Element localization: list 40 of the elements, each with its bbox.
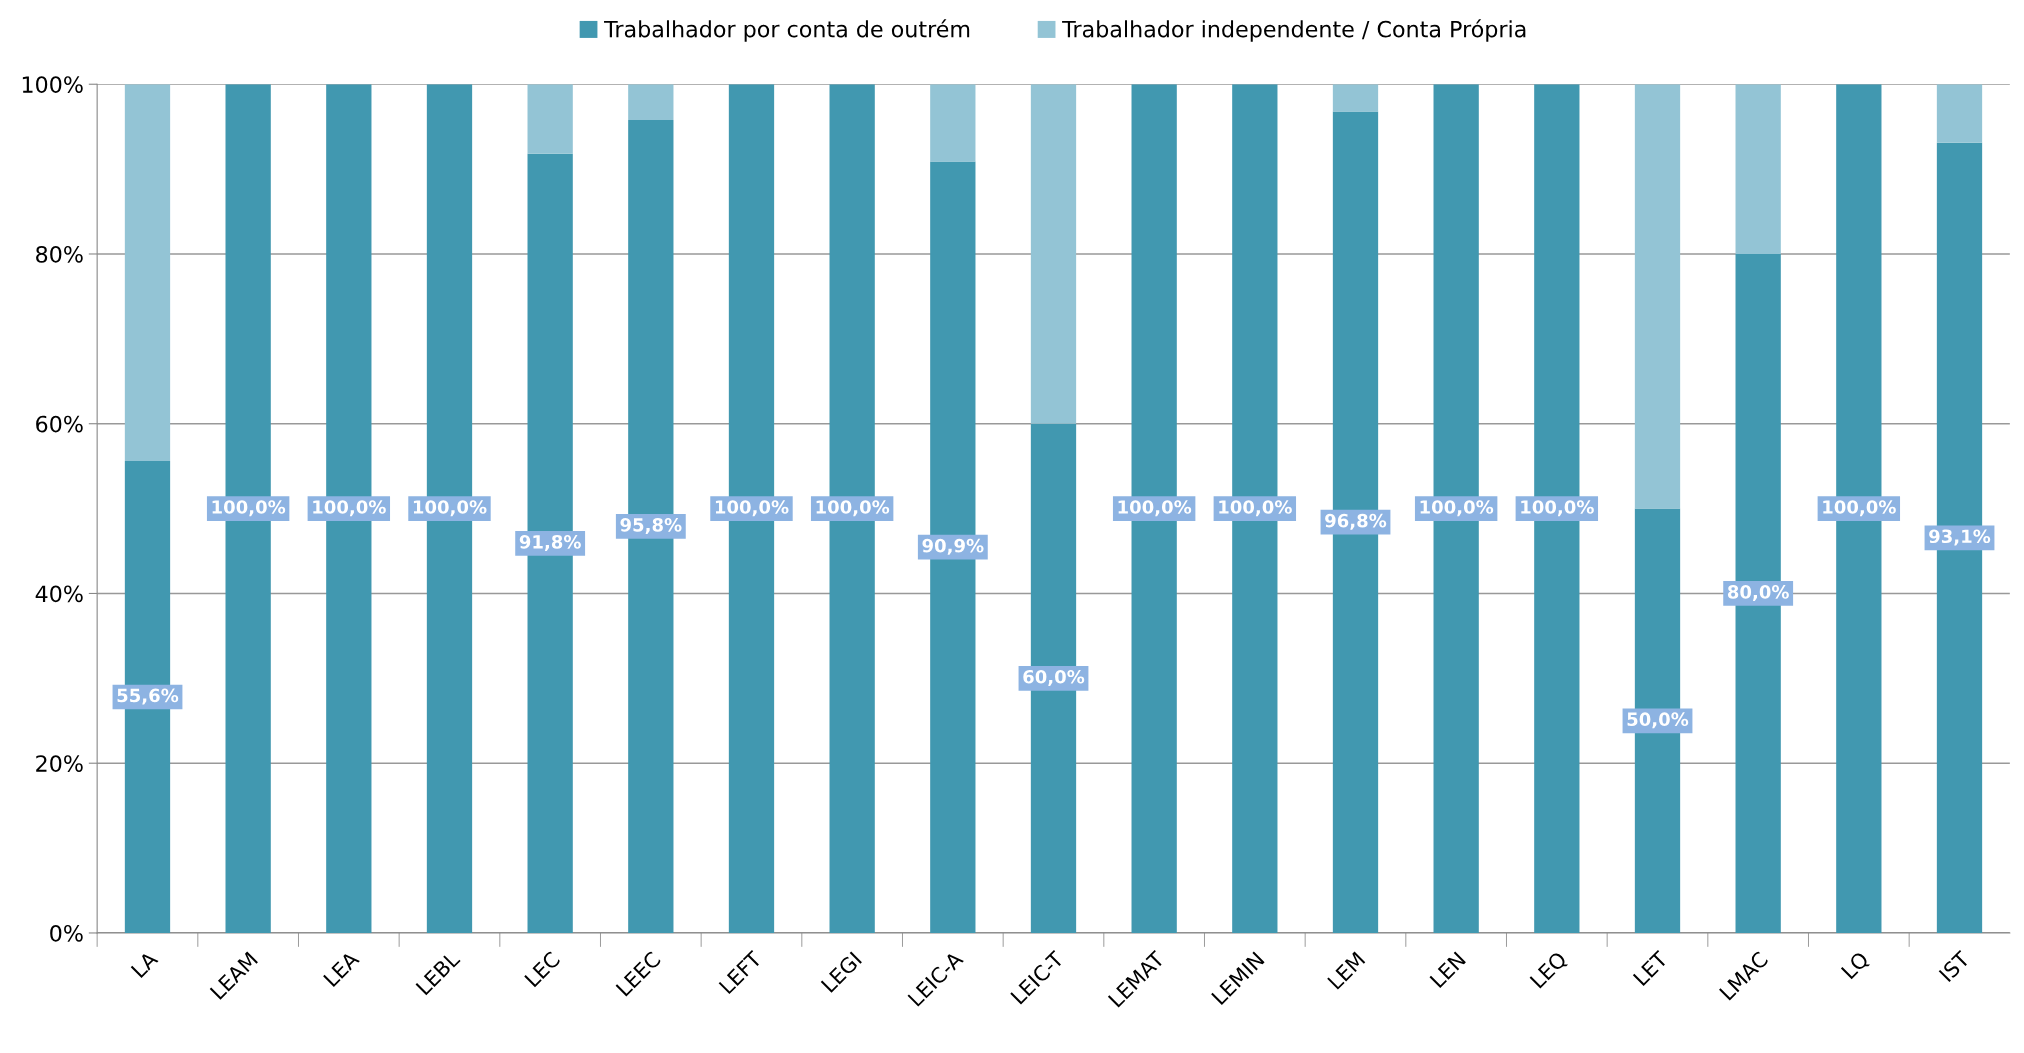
data-label: 100,0%	[212, 500, 286, 517]
y-tick-label: 0%	[50, 924, 83, 942]
data-label: 93,1%	[1929, 529, 1991, 546]
y-tick-label: 20%	[36, 755, 83, 772]
bar	[124, 84, 171, 462]
x-tick-label: LEA	[323, 950, 360, 987]
y-tick-label: 40%	[35, 585, 83, 603]
y-tick-label: 60%	[36, 415, 83, 433]
bar	[930, 84, 976, 162]
data-label: 95,8%	[620, 518, 682, 534]
data-label: 91,8%	[519, 534, 581, 551]
data-label: 100,0%	[1521, 500, 1594, 517]
legend-label: Trabalhador por conta de outrém	[604, 19, 970, 42]
bar	[1332, 84, 1379, 112]
x-tick-label: LA	[130, 950, 159, 978]
legend-label: Trabalhador independente / Conta Própria	[1062, 19, 1526, 42]
data-label: 100,0%	[715, 500, 789, 517]
data-label: 55,6%	[117, 688, 179, 705]
bar	[527, 84, 573, 154]
data-label: 100,0%	[1219, 500, 1292, 517]
data-label: 100,0%	[313, 500, 386, 517]
x-tick-label: LQ	[1840, 950, 1872, 982]
data-label: 60,0%	[1023, 669, 1085, 686]
data-label: 100,0%	[1118, 500, 1192, 517]
y-tick-label: 80%	[36, 245, 83, 263]
x-tick-label: IST	[1938, 949, 1971, 983]
data-label: 100,0%	[816, 500, 890, 517]
data-label: 96,8%	[1325, 513, 1387, 530]
data-label: 100,0%	[413, 500, 487, 517]
y-tick-label: 100%	[22, 76, 83, 93]
bar	[1936, 84, 1983, 143]
data-label: 80,0%	[1727, 585, 1789, 602]
bar	[628, 84, 674, 120]
data-label: 100,0%	[1420, 500, 1494, 517]
bar	[1634, 84, 1681, 509]
bar	[1030, 84, 1077, 424]
bar	[1735, 84, 1781, 254]
data-label: 100,0%	[1823, 500, 1896, 517]
data-label: 50,0%	[1627, 712, 1689, 729]
data-label: 90,9%	[922, 538, 984, 555]
